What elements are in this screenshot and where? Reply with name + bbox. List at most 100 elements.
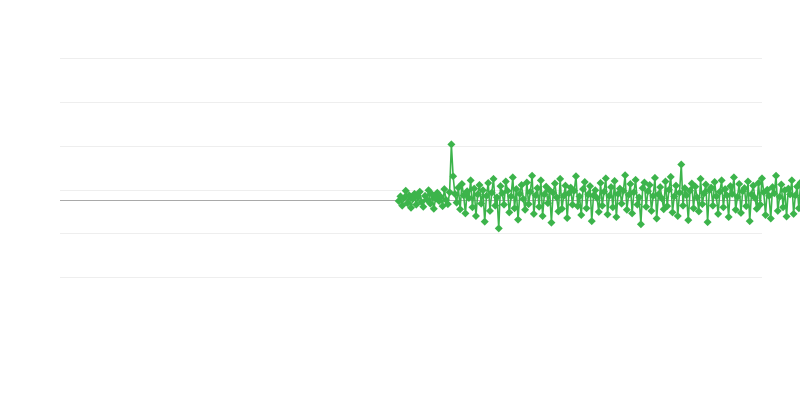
data-point-marker xyxy=(571,172,580,181)
data-point-marker xyxy=(761,210,770,219)
data-point-marker xyxy=(724,213,733,221)
data-point-marker xyxy=(563,214,572,223)
data-point-marker xyxy=(485,206,494,215)
data-point-marker xyxy=(626,180,635,189)
data-point-marker xyxy=(794,204,800,213)
data-point-marker xyxy=(779,203,788,212)
data-point-marker xyxy=(429,204,438,213)
data-point-marker xyxy=(519,194,528,203)
data-point-marker xyxy=(675,188,684,197)
data-point-marker xyxy=(663,202,672,211)
data-point-marker xyxy=(521,205,530,214)
data-point-marker xyxy=(719,203,728,212)
data-point-marker xyxy=(696,174,705,183)
data-point-marker xyxy=(729,173,738,182)
data-point-marker xyxy=(701,180,710,189)
data-point-marker xyxy=(528,171,537,180)
data-point-marker xyxy=(736,208,745,217)
data-point-marker xyxy=(731,205,740,214)
data-point-marker xyxy=(617,199,626,208)
data-point-marker xyxy=(489,174,498,183)
data-point-marker xyxy=(463,187,472,196)
data-point-marker xyxy=(557,204,566,213)
data-point-marker xyxy=(524,200,533,209)
data-point-marker xyxy=(708,201,717,210)
data-point-marker xyxy=(600,187,609,196)
data-point-marker xyxy=(415,187,424,196)
data-point-marker xyxy=(582,204,591,213)
data-point-marker xyxy=(577,210,586,219)
data-point-marker xyxy=(673,211,682,220)
data-point-marker xyxy=(796,179,800,186)
data-point-marker xyxy=(633,200,642,209)
data-point-marker xyxy=(710,177,719,186)
series-line-1 xyxy=(397,143,800,230)
data-point-marker xyxy=(473,190,482,199)
data-point-marker xyxy=(443,200,452,209)
data-point-marker xyxy=(743,177,752,186)
data-point-marker xyxy=(758,174,766,183)
data-point-marker xyxy=(512,185,521,194)
data-point-marker xyxy=(791,191,800,200)
data-point-marker xyxy=(550,179,559,188)
data-point-marker xyxy=(642,202,651,211)
data-point-marker xyxy=(787,176,796,185)
data-point-marker xyxy=(754,179,763,187)
data-point-marker xyxy=(500,200,509,209)
data-point-marker xyxy=(619,186,628,195)
data-point-marker xyxy=(679,201,688,210)
data-point-marker xyxy=(547,218,556,227)
data-point-marker xyxy=(745,217,754,226)
data-point-marker xyxy=(403,199,412,208)
data-point-marker xyxy=(677,160,686,169)
data-point-marker xyxy=(726,182,735,191)
data-point-marker xyxy=(496,182,505,191)
data-point-marker xyxy=(656,183,665,192)
data-point-marker xyxy=(501,177,510,186)
data-point-marker xyxy=(703,218,712,227)
data-point-marker xyxy=(645,181,654,190)
data-point-marker xyxy=(782,212,791,221)
data-point-marker xyxy=(450,189,459,198)
data-point-marker xyxy=(657,194,666,203)
data-point-marker xyxy=(647,206,656,215)
data-point-marker xyxy=(552,193,561,202)
data-point-marker xyxy=(401,186,410,195)
data-point-marker xyxy=(536,176,545,185)
data-point-marker xyxy=(700,189,709,198)
data-point-marker xyxy=(538,211,547,220)
data-point-marker xyxy=(556,174,565,183)
data-point-marker xyxy=(694,207,703,216)
data-point-marker xyxy=(570,186,579,195)
data-point-marker xyxy=(531,191,540,200)
data-point-marker xyxy=(693,193,702,202)
data-point-marker xyxy=(635,193,644,202)
data-point-marker xyxy=(533,184,542,193)
data-point-marker xyxy=(529,209,538,218)
data-point-marker xyxy=(540,190,549,199)
data-point-marker xyxy=(740,184,749,193)
data-point-marker xyxy=(756,200,765,209)
data-point-marker xyxy=(535,202,544,211)
data-point-marker xyxy=(436,192,445,201)
data-point-marker xyxy=(593,193,602,202)
data-point-marker xyxy=(457,180,466,189)
data-point-marker xyxy=(605,191,614,200)
data-point-marker xyxy=(584,190,593,199)
data-point-marker xyxy=(594,207,603,216)
data-point-marker xyxy=(735,180,744,189)
data-point-marker xyxy=(728,189,737,198)
data-point-marker xyxy=(598,201,607,210)
data-point-marker xyxy=(491,201,500,210)
data-point-marker xyxy=(786,190,795,199)
data-point-marker xyxy=(601,174,610,183)
data-point-marker xyxy=(733,192,742,201)
data-point-marker xyxy=(612,213,621,221)
data-point-marker xyxy=(793,182,800,191)
data-point-marker xyxy=(682,191,691,200)
data-point-marker xyxy=(464,193,473,202)
data-point-marker xyxy=(515,189,524,198)
data-point-marker xyxy=(621,171,630,180)
data-point-marker xyxy=(452,198,461,207)
